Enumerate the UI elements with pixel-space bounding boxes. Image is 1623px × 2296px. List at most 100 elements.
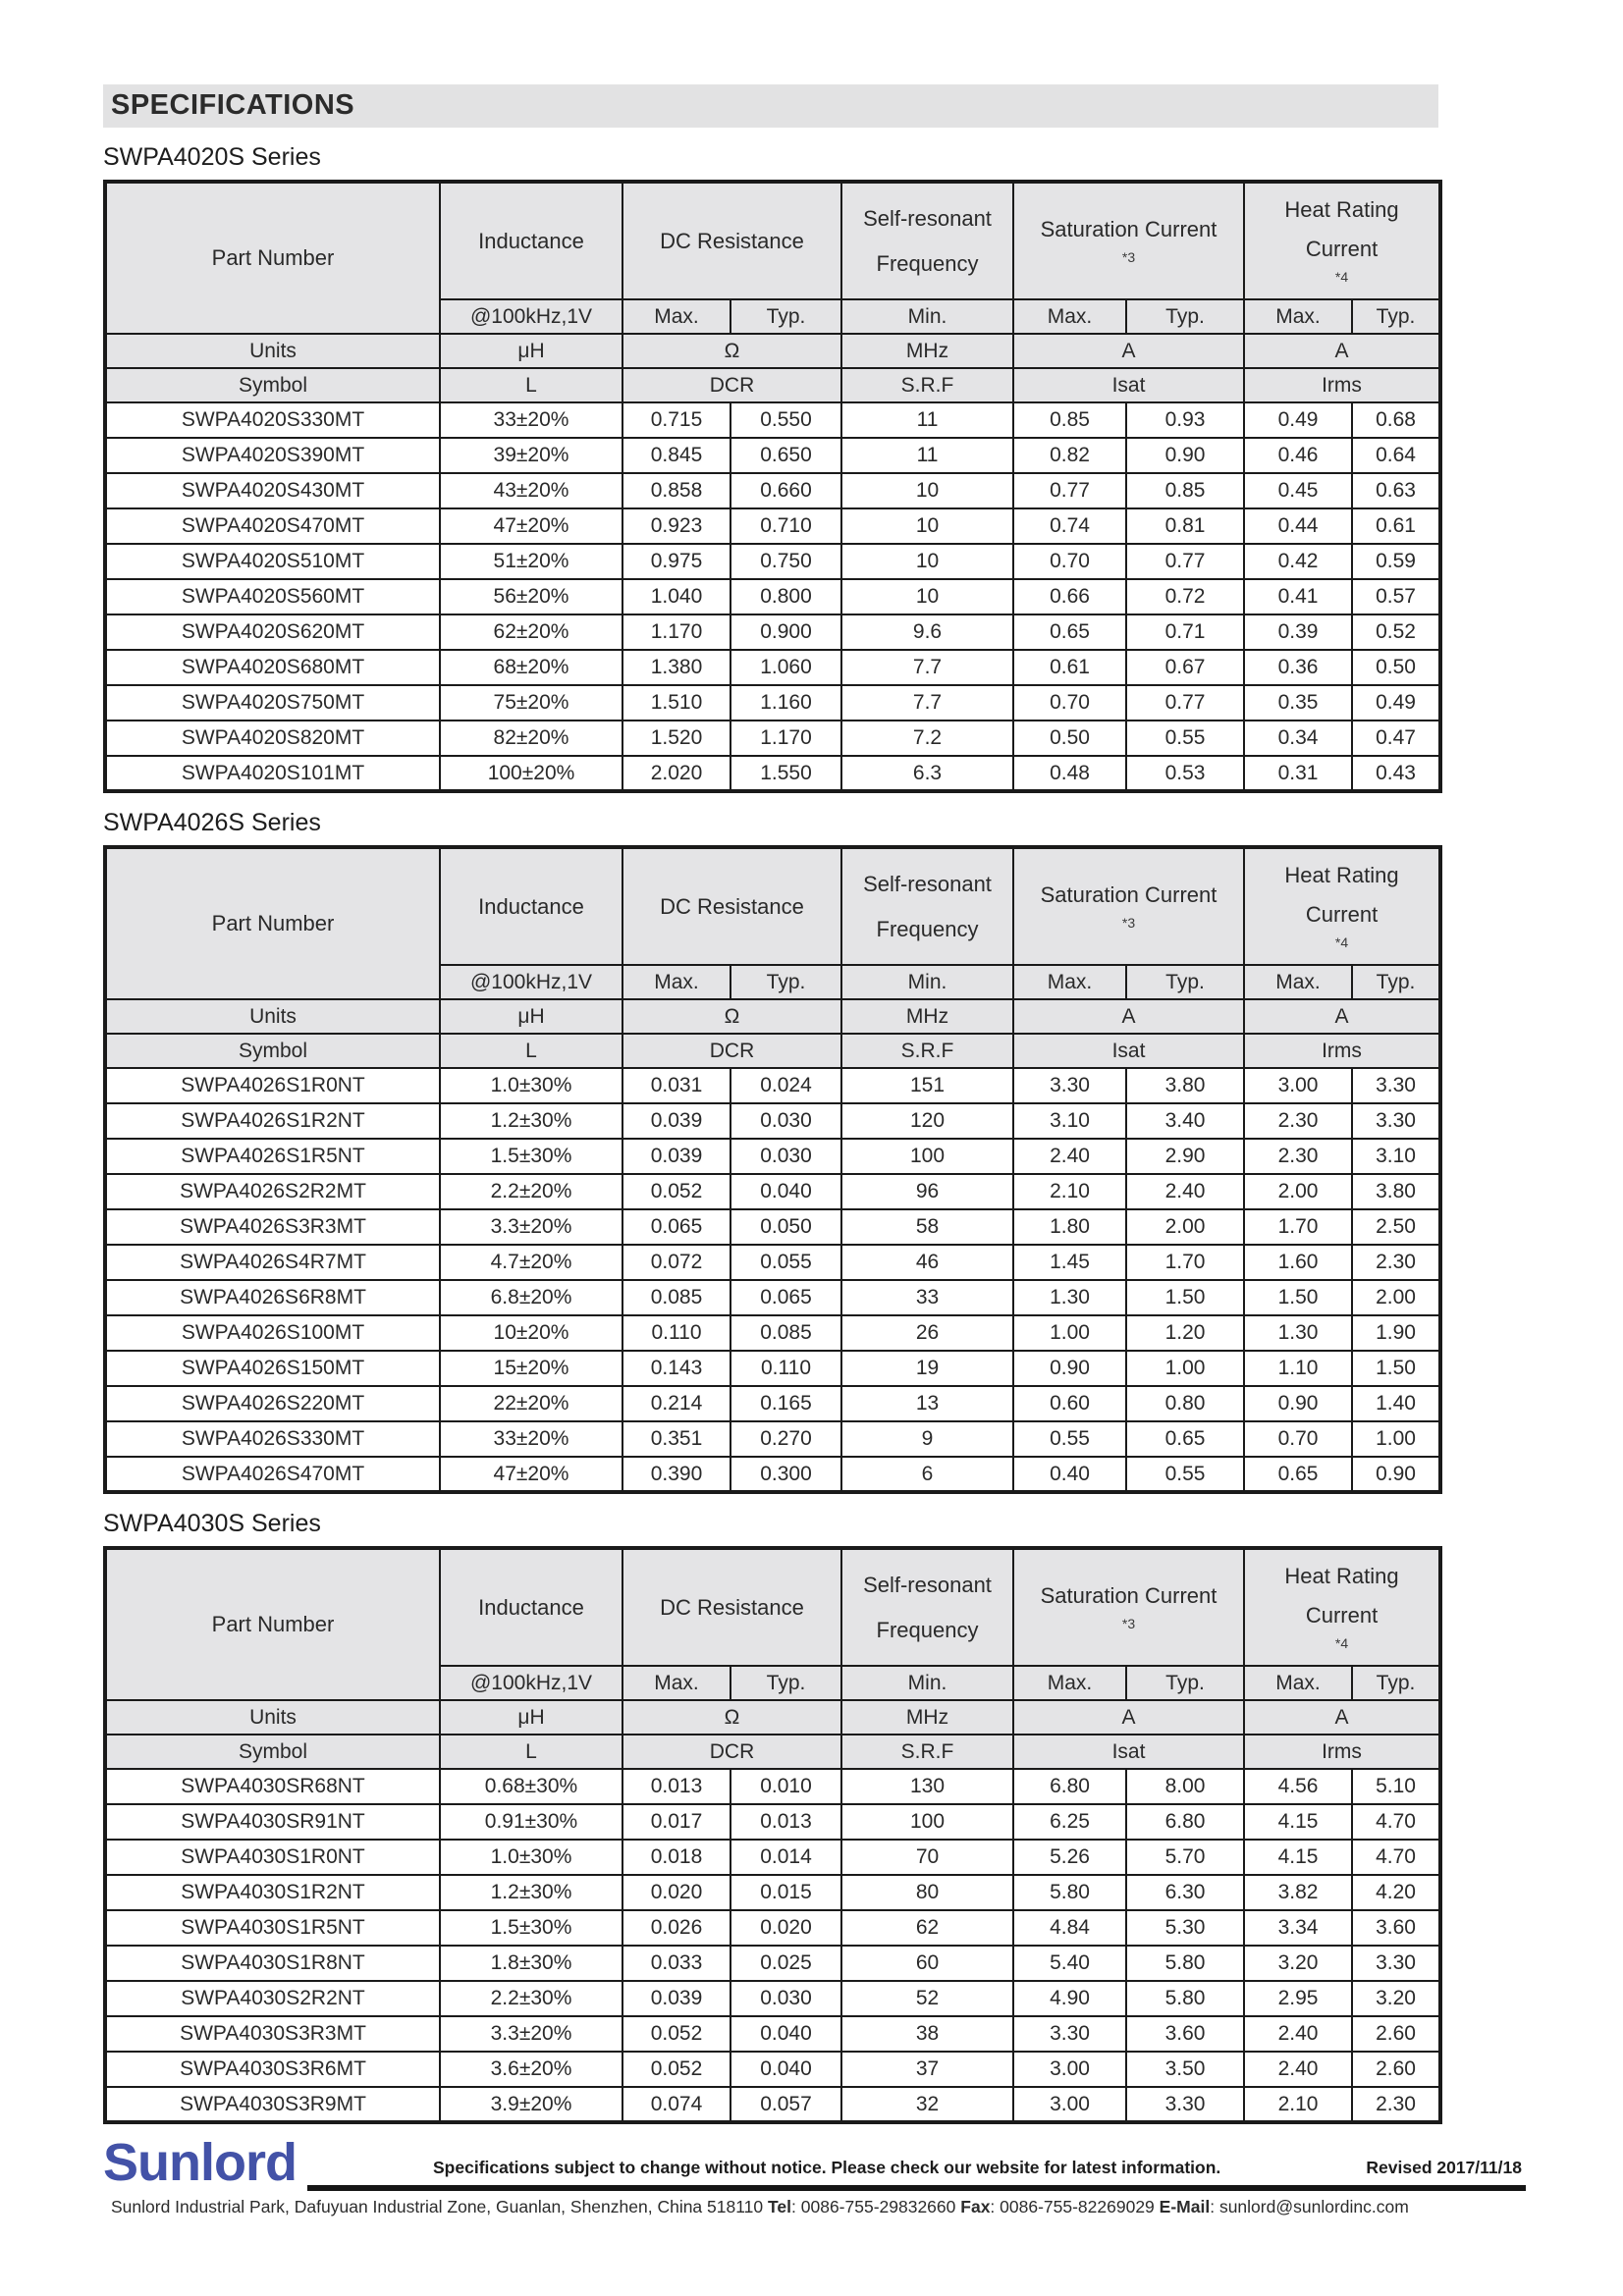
value-cell: 0.65 xyxy=(1243,1456,1354,1493)
part-number-cell: SWPA4026S2R2MT xyxy=(104,1173,441,1210)
value-cell: 1.50 xyxy=(1351,1350,1442,1387)
value-cell: 3.3±20% xyxy=(439,1208,623,1246)
symbol-dcr: DCR xyxy=(622,367,842,403)
footer-divider xyxy=(307,2185,1526,2191)
value-cell: 1.170 xyxy=(622,614,731,651)
value-cell: 2.00 xyxy=(1243,1173,1354,1210)
value-cell: 32 xyxy=(840,2086,1014,2123)
table-row: SWPA4026S4R7MT 4.7±20% 0.072 0.055 46 1.45 1.7… xyxy=(104,1244,1442,1281)
series-title: SWPA4030S Series xyxy=(103,1510,321,1537)
value-cell: 0.47 xyxy=(1351,720,1442,757)
value-cell: 0.660 xyxy=(730,472,842,509)
series-title: SWPA4026S Series xyxy=(103,809,321,836)
value-cell: 130 xyxy=(840,1768,1014,1805)
value-cell: 0.90 xyxy=(1351,1456,1442,1493)
col-header-inductance: Inductance xyxy=(439,1547,623,1667)
col-subheader-typ: Typ. xyxy=(730,1665,842,1701)
value-cell: 100 xyxy=(840,1138,1014,1175)
value-cell: 2.60 xyxy=(1351,2051,1442,2088)
value-cell: 0.065 xyxy=(622,1208,731,1246)
unit-isat: A xyxy=(1011,1699,1246,1735)
value-cell: 0.42 xyxy=(1243,543,1354,580)
value-cell: 2.40 xyxy=(1012,1138,1127,1175)
part-number-cell: SWPA4030S1R0NT xyxy=(104,1839,441,1876)
value-cell: 1.510 xyxy=(622,684,731,721)
value-cell: 2.2±20% xyxy=(439,1173,623,1210)
table-row: SWPA4020S390MT 39±20% 0.845 0.650 11 0.82 0.90… xyxy=(104,437,1442,474)
value-cell: 0.074 xyxy=(622,2086,731,2123)
series-section-swpa4020s: SWPA4020S Series Part Number Inductance … xyxy=(103,143,1443,793)
srf-line2: Frequency xyxy=(876,1617,979,1642)
unit-dcr: Ω xyxy=(622,1699,842,1735)
value-cell: 0.050 xyxy=(730,1208,842,1246)
units-row-label: Units xyxy=(104,998,441,1035)
value-cell: 13 xyxy=(840,1385,1014,1422)
part-number-cell: SWPA4030S3R3MT xyxy=(104,2015,441,2053)
email-address[interactable]: : sunlord@sunlordinc.com xyxy=(1210,2197,1409,2216)
value-cell: 0.55 xyxy=(1012,1420,1127,1458)
email-label: E-Mail xyxy=(1159,2197,1211,2216)
value-cell: 6.80 xyxy=(1012,1768,1127,1805)
value-cell: 0.64 xyxy=(1351,437,1442,474)
value-cell: 0.71 xyxy=(1124,614,1246,651)
table-row: SWPA4020S470MT 47±20% 0.923 0.710 10 0.74 0.81… xyxy=(104,507,1442,545)
value-cell: 0.80 xyxy=(1124,1385,1246,1422)
col-subheader-min: Min. xyxy=(840,1665,1014,1701)
unit-srf: MHz xyxy=(840,333,1014,369)
col-header-part-number: Part Number xyxy=(104,1547,441,1701)
value-cell: 0.61 xyxy=(1351,507,1442,545)
col-header-saturation-current: Saturation Current *3 xyxy=(1011,181,1246,300)
specifications-banner: SPECIFICATIONS xyxy=(103,84,1438,128)
value-cell: 3.34 xyxy=(1243,1909,1354,1947)
value-cell: 1.0±30% xyxy=(439,1839,623,1876)
col-header-self-resonant-frequency: Self-resonant Frequency xyxy=(840,1547,1014,1667)
value-cell: 3.30 xyxy=(1351,1102,1442,1140)
heat-footnote: *4 xyxy=(1334,934,1349,950)
value-cell: 0.300 xyxy=(730,1456,842,1493)
value-cell: 0.040 xyxy=(730,2051,842,2088)
value-cell: 62±20% xyxy=(439,614,623,651)
col-subheader-max: Max. xyxy=(1243,298,1354,335)
value-cell: 0.93 xyxy=(1124,401,1246,439)
value-cell: 0.013 xyxy=(730,1803,842,1841)
value-cell: 1.50 xyxy=(1243,1279,1354,1316)
value-cell: 82±20% xyxy=(439,720,623,757)
value-cell: 0.85 xyxy=(1012,401,1127,439)
part-number-cell: SWPA4020S470MT xyxy=(104,507,441,545)
value-cell: 0.065 xyxy=(730,1279,842,1316)
value-cell: 2.00 xyxy=(1351,1279,1442,1316)
table-row: SWPA4030S2R2NT 2.2±30% 0.039 0.030 52 4.90 5.8… xyxy=(104,1980,1442,2017)
table-row: SWPA4020S680MT 68±20% 1.380 1.060 7.7 0.61 0.6… xyxy=(104,649,1442,686)
value-cell: 33±20% xyxy=(439,1420,623,1458)
col-subheader-typ: Typ. xyxy=(1351,964,1442,1000)
value-cell: 0.033 xyxy=(622,1945,731,1982)
part-number-cell: SWPA4020S750MT xyxy=(104,684,441,721)
symbol-irms: Irms xyxy=(1243,1734,1442,1770)
value-cell: 3.20 xyxy=(1243,1945,1354,1982)
value-cell: 2.90 xyxy=(1124,1138,1246,1175)
heat-line1: Heat Rating xyxy=(1284,197,1399,222)
value-cell: 0.34 xyxy=(1243,720,1354,757)
table-row: SWPA4020S330MT 33±20% 0.715 0.550 11 0.85 0.93… xyxy=(104,401,1442,439)
value-cell: 60 xyxy=(840,1945,1014,1982)
value-cell: 1.00 xyxy=(1124,1350,1246,1387)
value-cell: 0.70 xyxy=(1012,543,1127,580)
value-cell: 0.50 xyxy=(1351,649,1442,686)
spec-table: Part Number Inductance DC Resistance Sel… xyxy=(103,845,1443,1494)
col-header-part-number: Part Number xyxy=(104,846,441,1000)
value-cell: 0.68±30% xyxy=(439,1768,623,1805)
value-cell: 0.390 xyxy=(622,1456,731,1493)
value-cell: 0.072 xyxy=(622,1244,731,1281)
value-cell: 37 xyxy=(840,2051,1014,2088)
value-cell: 2.50 xyxy=(1351,1208,1442,1246)
part-number-cell: SWPA4026S3R3MT xyxy=(104,1208,441,1246)
value-cell: 5.40 xyxy=(1012,1945,1127,1982)
value-cell: 0.40 xyxy=(1012,1456,1127,1493)
value-cell: 56±20% xyxy=(439,578,623,615)
value-cell: 6.25 xyxy=(1012,1803,1127,1841)
value-cell: 0.31 xyxy=(1243,755,1354,792)
value-cell: 0.90 xyxy=(1243,1385,1354,1422)
part-number-cell: SWPA4026S470MT xyxy=(104,1456,441,1493)
value-cell: 1.00 xyxy=(1012,1314,1127,1352)
value-cell: 2.40 xyxy=(1243,2051,1354,2088)
